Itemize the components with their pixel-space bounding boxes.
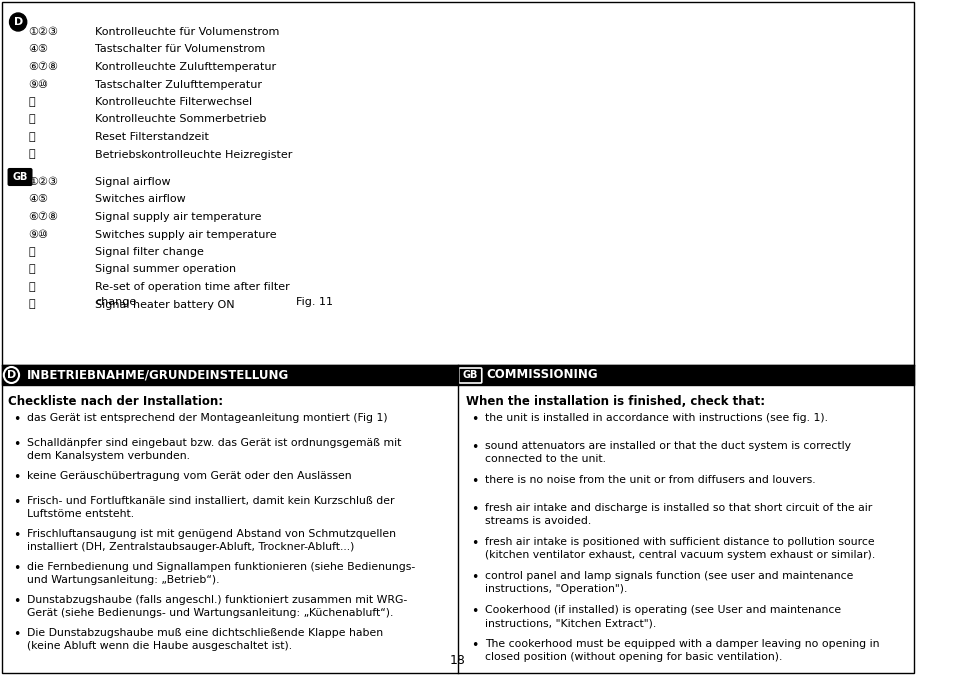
Text: Kontrolleuchte Filterwechsel: Kontrolleuchte Filterwechsel	[95, 97, 252, 107]
Text: •: •	[471, 571, 479, 584]
Text: das Gerät ist entsprechend der Montageanleitung montiert (Fig 1): das Gerät ist entsprechend der Montagean…	[27, 413, 387, 423]
Text: ①②③: ①②③	[29, 177, 59, 187]
Text: Tastschalter Zulufttemperatur: Tastschalter Zulufttemperatur	[95, 80, 262, 90]
Text: fresh air intake and discharge is installed so that short circuit of the air: fresh air intake and discharge is instal…	[485, 503, 872, 513]
Text: (kitchen ventilator exhaust, central vacuum system exhaust or similar).: (kitchen ventilator exhaust, central vac…	[485, 550, 875, 560]
Text: Betriebskontrolleuchte Heizregister: Betriebskontrolleuchte Heizregister	[95, 149, 293, 159]
Text: ⑬: ⑬	[29, 132, 36, 142]
Text: Checkliste nach der Installation:: Checkliste nach der Installation:	[8, 395, 223, 408]
Text: installiert (DH, Zentralstaubsauger-Abluft, Trockner-Abluft...): installiert (DH, Zentralstaubsauger-Ablu…	[27, 542, 354, 552]
Text: •: •	[471, 503, 479, 516]
Text: ①②③: ①②③	[29, 27, 59, 37]
Text: instructions, "Operation").: instructions, "Operation").	[485, 584, 627, 594]
Text: Luftstöme entsteht.: Luftstöme entsteht.	[27, 509, 133, 519]
Text: GB: GB	[463, 370, 478, 380]
FancyBboxPatch shape	[2, 365, 458, 385]
Text: •: •	[13, 438, 21, 451]
Text: ⑥⑦⑧: ⑥⑦⑧	[29, 62, 59, 72]
Text: ⑭: ⑭	[29, 149, 36, 159]
Circle shape	[10, 13, 27, 31]
Text: connected to the unit.: connected to the unit.	[485, 454, 606, 464]
Text: instructions, "Kitchen Extract").: instructions, "Kitchen Extract").	[485, 618, 656, 628]
Text: •: •	[471, 475, 479, 488]
Text: ⑪: ⑪	[29, 247, 36, 257]
Text: The cookerhood must be equipped with a damper leaving no opening in: The cookerhood must be equipped with a d…	[485, 639, 879, 649]
Text: Kontrolleuchte Sommerbetrieb: Kontrolleuchte Sommerbetrieb	[95, 115, 267, 124]
Text: D: D	[7, 370, 16, 380]
Text: streams is avoided.: streams is avoided.	[485, 516, 590, 526]
Text: Dunstabzugshaube (falls angeschl.) funktioniert zusammen mit WRG-: Dunstabzugshaube (falls angeschl.) funkt…	[27, 595, 407, 605]
Text: Tastschalter für Volumenstrom: Tastschalter für Volumenstrom	[95, 45, 266, 55]
Text: Frisch- und Fortluftkanäle sind installiert, damit kein Kurzschluß der: Frisch- und Fortluftkanäle sind installi…	[27, 496, 395, 506]
Text: Kontrolleuchte für Volumenstrom: Kontrolleuchte für Volumenstrom	[95, 27, 279, 37]
Text: •: •	[471, 605, 479, 618]
Text: Signal heater battery ON: Signal heater battery ON	[95, 300, 235, 310]
Text: •: •	[13, 562, 21, 575]
Text: dem Kanalsystem verbunden.: dem Kanalsystem verbunden.	[27, 451, 190, 461]
Text: •: •	[471, 537, 479, 550]
Text: COMMISSIONING: COMMISSIONING	[487, 369, 598, 381]
Text: ⑪: ⑪	[29, 97, 36, 107]
Text: D: D	[13, 17, 23, 27]
Text: Cookerhood (if installed) is operating (see User and maintenance: Cookerhood (if installed) is operating (…	[485, 605, 841, 615]
Text: Switches supply air temperature: Switches supply air temperature	[95, 230, 277, 240]
Text: control panel and lamp signals function (see user and maintenance: control panel and lamp signals function …	[485, 571, 853, 581]
Text: closed position (without opening for basic ventilation).: closed position (without opening for bas…	[485, 652, 782, 662]
Text: keine Geräuschübertragung vom Gerät oder den Auslässen: keine Geräuschübertragung vom Gerät oder…	[27, 471, 351, 481]
Text: •: •	[13, 595, 21, 608]
Text: Frischluftansaugung ist mit genügend Abstand von Schmutzquellen: Frischluftansaugung ist mit genügend Abs…	[27, 529, 396, 539]
Text: ⑫: ⑫	[29, 115, 36, 124]
Text: sound attenuators are installed or that the duct system is correctly: sound attenuators are installed or that …	[485, 441, 851, 451]
Text: Gerät (siehe Bedienungs- und Wartungsanleitung: „Küchenabluft“).: Gerät (siehe Bedienungs- und Wartungsanl…	[27, 608, 393, 618]
Text: (keine Abluft wenn die Haube ausgeschaltet ist).: (keine Abluft wenn die Haube ausgeschalt…	[27, 641, 292, 651]
Text: und Wartungsanleitung: „Betrieb“).: und Wartungsanleitung: „Betrieb“).	[27, 575, 219, 585]
Text: ⑬: ⑬	[29, 282, 36, 292]
Text: •: •	[471, 413, 479, 426]
Text: •: •	[471, 639, 479, 652]
Text: ④⑤: ④⑤	[29, 194, 49, 205]
Text: •: •	[13, 496, 21, 509]
Text: •: •	[471, 441, 479, 454]
Text: ⑫: ⑫	[29, 265, 36, 275]
Text: change: change	[95, 297, 136, 307]
Text: Die Dunstabzugshaube muß eine dichtschließende Klappe haben: Die Dunstabzugshaube muß eine dichtschli…	[27, 628, 383, 638]
Text: Schalldänpfer sind eingebaut bzw. das Gerät ist ordnungsgemäß mit: Schalldänpfer sind eingebaut bzw. das Ge…	[27, 438, 401, 448]
Text: ⑨⑩: ⑨⑩	[29, 80, 49, 90]
FancyBboxPatch shape	[459, 368, 482, 383]
Text: ⑨⑩: ⑨⑩	[29, 230, 49, 240]
Text: ⑥⑦⑧: ⑥⑦⑧	[29, 212, 59, 222]
Text: INBETRIEBNAHME/GRUNDEINSTELLUNG: INBETRIEBNAHME/GRUNDEINSTELLUNG	[27, 369, 289, 381]
Text: Kontrolleuchte Zulufttemperatur: Kontrolleuchte Zulufttemperatur	[95, 62, 276, 72]
Text: •: •	[13, 529, 21, 542]
Text: Signal airflow: Signal airflow	[95, 177, 171, 187]
Text: •: •	[13, 628, 21, 641]
Circle shape	[4, 367, 19, 383]
Text: GB: GB	[12, 172, 28, 182]
Text: Reset Filterstandzeit: Reset Filterstandzeit	[95, 132, 209, 142]
FancyBboxPatch shape	[2, 2, 914, 673]
Text: ⑭: ⑭	[29, 300, 36, 310]
Text: die Fernbedienung und Signallampen funktionieren (siehe Bedienungs-: die Fernbedienung und Signallampen funkt…	[27, 562, 415, 572]
FancyBboxPatch shape	[458, 365, 914, 385]
Text: there is no noise from the unit or from diffusers and louvers.: there is no noise from the unit or from …	[485, 475, 815, 485]
Text: Signal summer operation: Signal summer operation	[95, 265, 236, 275]
Text: When the installation is finished, check that:: When the installation is finished, check…	[466, 395, 765, 408]
Text: 18: 18	[450, 654, 466, 667]
Text: Signal supply air temperature: Signal supply air temperature	[95, 212, 262, 222]
Text: fresh air intake is positioned with sufficient distance to pollution source: fresh air intake is positioned with suff…	[485, 537, 875, 547]
Text: Fig. 11: Fig. 11	[296, 297, 333, 307]
Text: •: •	[13, 413, 21, 426]
Text: •: •	[13, 471, 21, 484]
Text: Re-set of operation time after filter: Re-set of operation time after filter	[95, 282, 290, 292]
Text: the unit is installed in accordance with instructions (see fig. 1).: the unit is installed in accordance with…	[485, 413, 828, 423]
Text: Signal filter change: Signal filter change	[95, 247, 204, 257]
FancyBboxPatch shape	[9, 169, 32, 185]
Text: Switches airflow: Switches airflow	[95, 194, 186, 205]
Text: ④⑤: ④⑤	[29, 45, 49, 55]
